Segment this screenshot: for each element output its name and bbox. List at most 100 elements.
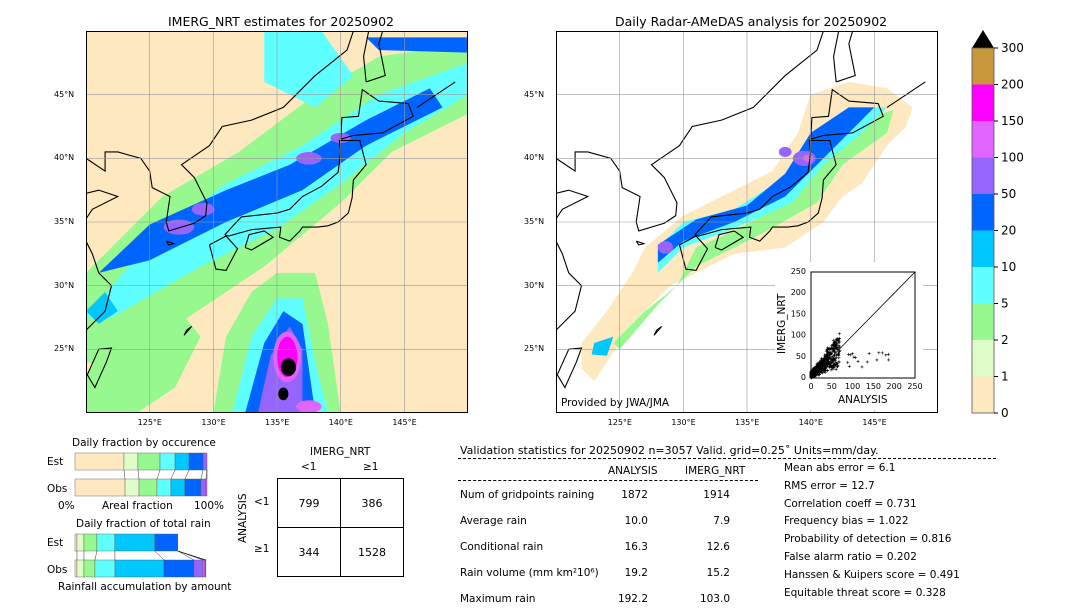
scatter-point [825, 362, 829, 366]
scatter-point [833, 363, 837, 367]
scatter-point [835, 346, 839, 350]
lon-label: 130°E [671, 418, 696, 427]
fraction-bar-segment [163, 559, 195, 578]
colorbar-tick-label: 50 [1001, 187, 1016, 201]
scatter-point [851, 352, 855, 356]
ct-col-label-lt1: <1 [301, 461, 317, 473]
stat-label: Rain volume (mm km²10⁶) [460, 567, 599, 579]
fraction-bar-segment [124, 478, 140, 497]
occ-x-right: 100% [194, 500, 225, 512]
scatter-point [875, 358, 879, 362]
ct-row-label-lt1: <1 [254, 496, 270, 508]
scatter-point [835, 356, 839, 360]
lon-label: 125°E [607, 418, 632, 427]
lat-label: 30°N [524, 280, 545, 290]
tot-xlabel: Rainfall accumulation by amount [58, 581, 232, 593]
lon-label: 140°E [798, 418, 823, 427]
occ-obs-label: Obs [47, 483, 68, 495]
coastline [556, 347, 583, 389]
map-frame [556, 31, 938, 413]
fraction-connector [156, 469, 161, 480]
lat-label: 25°N [54, 344, 75, 354]
rain-cell [191, 202, 215, 216]
score-line: Equitable threat score = 0.328 [784, 586, 946, 599]
lat-label: 35°N [524, 216, 545, 226]
stats-col-imerg: IMERG_NRT [685, 465, 746, 477]
scatter-point [818, 363, 822, 367]
scatter-point [820, 370, 824, 374]
scatter-point [825, 358, 829, 362]
colorbar-tick-label: 20 [1001, 224, 1016, 238]
scatter-point [824, 349, 828, 353]
coastline [653, 325, 663, 336]
coastline [86, 31, 354, 232]
ct-row-label-ge1: ≥1 [254, 543, 270, 555]
scatter-point [834, 342, 838, 346]
score-line: Hanssen & Kuipers score = 0.491 [784, 568, 960, 581]
scatter-point [810, 370, 814, 374]
scatter-point [833, 353, 837, 357]
occ-est-label: Est [47, 456, 64, 468]
scatter-point [821, 357, 825, 361]
stat-imerg-value: 12.6 [706, 541, 730, 553]
colorbar-tick-label: 5 [1001, 297, 1009, 311]
scatter-point [823, 364, 827, 368]
scatter-point [847, 352, 851, 356]
lon-label: 130°E [201, 418, 226, 427]
y-tick-label: 100 [791, 331, 806, 340]
coastline [244, 230, 275, 251]
rain-cell [657, 241, 674, 254]
scatter-ylabel: IMERG_NRT [776, 293, 788, 354]
scatter-point [865, 360, 869, 364]
fraction-connector [154, 550, 165, 561]
scatter-point [837, 346, 841, 350]
scatter-point [831, 367, 835, 371]
colorbar-segment [972, 121, 994, 158]
ct-row-title: ANALYSIS [237, 493, 249, 543]
scatter-point [812, 368, 816, 372]
fraction-bar-segment [83, 533, 98, 552]
rain-cell [778, 146, 792, 158]
rain-area [591, 336, 614, 356]
scatter-point [830, 350, 834, 354]
scatter-point [837, 360, 841, 364]
scatter-point [846, 361, 850, 365]
fraction-bar-segment [154, 533, 179, 552]
fraction-bar-segment [123, 452, 139, 471]
y-tick-label: 200 [791, 288, 806, 297]
scatter-point [816, 368, 820, 372]
coastline [694, 139, 837, 242]
ct-col-label-ge1: ≥1 [363, 461, 379, 473]
x-tick-label: 200 [887, 382, 902, 391]
y-tick-label: 50 [796, 352, 806, 361]
rain-cell [280, 358, 297, 377]
occurrence-title: Daily fraction by occurence [72, 437, 216, 449]
scatter-point [827, 365, 831, 369]
colorbar-tick-label: 100 [1001, 151, 1024, 165]
scatter-point [827, 360, 831, 364]
scatter-point [836, 352, 840, 356]
left-map-imerg [86, 31, 468, 413]
coastline [86, 347, 113, 389]
map-frame [86, 31, 468, 413]
score-line: RMS error = 12.7 [784, 479, 875, 492]
colorbar-tick-label: 1 [1001, 370, 1009, 384]
coastline [340, 88, 414, 140]
scatter-point [829, 368, 833, 372]
ct-cell: 344 [277, 527, 341, 577]
lat-label: 25°N [524, 344, 545, 354]
scatter-point [833, 358, 837, 362]
rain-cell [296, 400, 322, 413]
scatter-point [867, 352, 871, 356]
scatter-point [852, 355, 856, 359]
fraction-bar-segment [202, 452, 208, 471]
stat-imerg-value: 15.2 [706, 567, 730, 579]
rain-cell [278, 387, 289, 401]
fraction-connector [137, 469, 140, 480]
scatter-point [829, 347, 833, 351]
colorbar-tick-label: 0 [1001, 406, 1009, 420]
score-line: Correlation coeff = 0.731 [784, 497, 917, 510]
tot-est-label: Est [47, 537, 64, 549]
scatter-point [822, 353, 826, 357]
scatter-point [819, 356, 823, 360]
